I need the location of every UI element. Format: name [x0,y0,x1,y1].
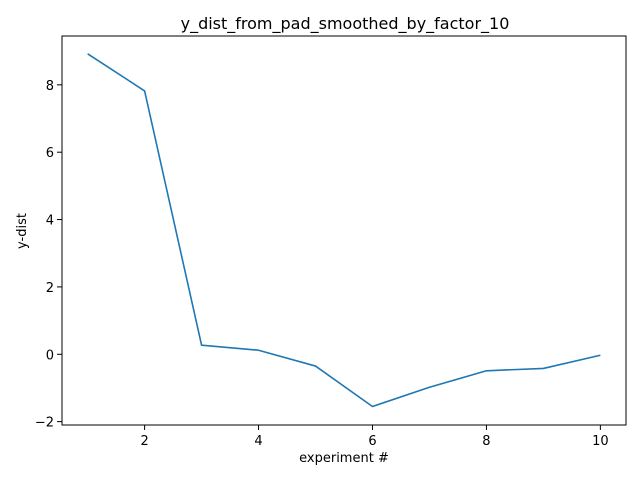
y-tick-label: 0 [46,348,54,363]
y-axis-label: y-dist [15,213,30,249]
x-tick-label: 10 [592,434,609,449]
y-axis: −2 0 2 4 6 8 [35,79,62,431]
y-tick-label: 4 [46,214,54,229]
y-tick-label: −2 [35,416,54,431]
x-axis: 2 4 6 8 10 [140,425,609,449]
x-tick-label: 6 [368,434,376,449]
series-layer [87,53,601,408]
plot-area [61,35,627,426]
x-tick-label: 4 [254,434,262,449]
x-axis-label: experiment # [299,451,389,466]
x-tick-label: 8 [482,434,490,449]
x-tick-label: 2 [140,434,148,449]
y-tick-label: 2 [46,281,54,296]
chart-title: y_dist_from_pad_smoothed_by_factor_10 [181,14,510,34]
y-tick-label: 8 [46,79,54,94]
series-line [87,53,601,408]
y-tick-label: 6 [46,146,54,161]
plot-frame [61,35,627,426]
